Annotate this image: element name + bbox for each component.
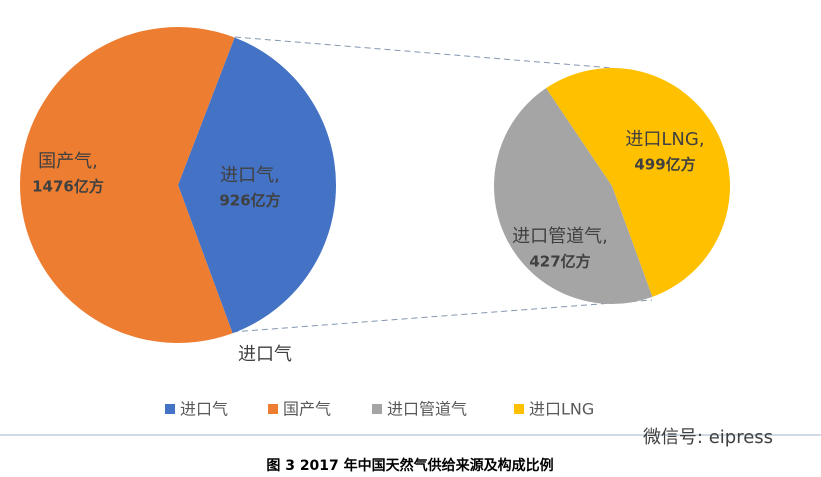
legend-swatch (514, 404, 524, 414)
value-label: 1476亿方 (32, 178, 104, 196)
value-label: 926亿方 (219, 192, 280, 210)
watermark: 微信号: eipress (643, 427, 773, 448)
connector-line (234, 36, 613, 69)
slice-label: 进口气, (220, 165, 280, 186)
pie-slice (546, 68, 730, 297)
slice-label: 进口LNG, (625, 129, 704, 150)
legend-swatch (165, 404, 175, 414)
link-label: 进口气 (238, 344, 292, 365)
legend-label: 进口管道气 (387, 400, 467, 419)
legend-label: 进口气 (180, 400, 228, 419)
legend-swatch (268, 404, 278, 414)
pie-slice (493, 88, 653, 305)
value-label: 499亿方 (634, 156, 695, 174)
slice-label: 国产气, (38, 151, 98, 172)
value-label: 427亿方 (529, 253, 590, 271)
legend-label: 国产气 (283, 400, 331, 419)
legend-swatch (372, 404, 382, 414)
slice-label: 进口管道气, (512, 226, 608, 247)
legend-label: 进口LNG (529, 400, 594, 419)
pie-slice (20, 27, 235, 344)
chart-title: 图 3 2017 年中国天然气供给来源及构成比例 (266, 457, 553, 474)
pie-slice (178, 37, 337, 334)
connector-line (231, 299, 653, 333)
